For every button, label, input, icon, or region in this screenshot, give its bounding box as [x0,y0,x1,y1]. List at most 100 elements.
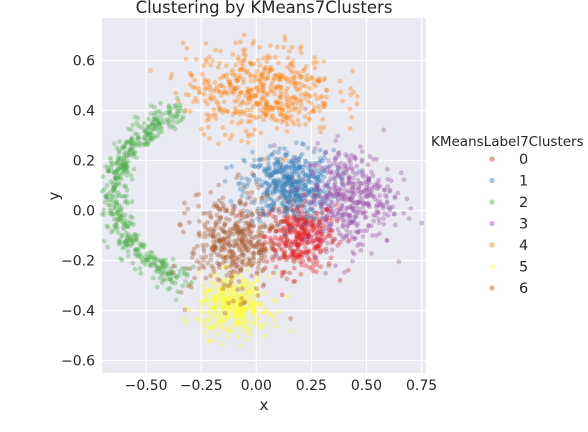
point [276,105,282,111]
point [327,163,333,169]
point [204,59,210,65]
point [275,100,281,105]
point [288,246,294,252]
point [307,162,313,168]
y-tick-label: 0.2 [73,154,95,170]
point [297,81,302,86]
point [296,222,301,228]
point [305,235,311,240]
point [223,302,229,307]
point [363,179,369,184]
point [189,280,195,285]
point [309,206,315,212]
point [256,250,262,256]
point [279,163,285,169]
point [282,249,288,255]
point [223,291,229,297]
point [220,286,225,291]
point [196,317,201,322]
point [252,307,257,313]
point [165,271,171,277]
point [299,192,304,198]
point [295,217,300,223]
point [273,228,279,234]
point [169,271,175,276]
point [155,133,161,139]
point [323,149,329,155]
point [301,177,307,182]
point [243,242,249,248]
point [234,320,239,326]
point [268,207,274,213]
point [206,288,212,293]
point [278,189,283,194]
point [168,113,173,119]
point [211,107,217,113]
point [270,225,276,231]
grid [102,18,426,373]
point [228,230,234,236]
point [247,231,253,236]
point [228,249,234,255]
point [241,231,247,237]
point [299,198,304,204]
point [319,210,325,216]
point [201,265,207,271]
point [211,228,217,234]
point [378,199,383,205]
point [283,240,289,246]
point [240,189,246,195]
point [228,88,234,94]
point [239,304,245,310]
point [182,210,187,216]
point [146,254,152,260]
point [282,182,288,188]
point [225,296,231,302]
point [233,223,239,229]
point [145,142,151,148]
point [237,67,243,73]
point [135,115,141,121]
point [355,200,361,205]
point [214,99,220,104]
point [238,109,244,114]
point [269,208,275,214]
point [352,186,357,192]
point [221,229,226,234]
point [265,192,270,198]
point [110,198,116,204]
point [316,230,321,235]
point [249,229,255,235]
point [223,287,228,292]
point [218,317,223,323]
point [198,298,203,304]
point [328,255,334,261]
point [292,191,298,197]
point [117,241,122,247]
point [279,188,284,193]
point [316,179,322,184]
point [217,107,223,113]
point [296,219,302,225]
point [330,238,336,244]
point [375,209,381,214]
point [244,213,250,219]
point [264,186,270,192]
point [297,106,303,112]
point [127,153,132,158]
point [244,337,250,343]
point [360,170,366,176]
point [136,123,141,129]
point [208,62,214,68]
point [233,271,239,277]
point [304,192,310,198]
point [370,173,376,179]
point [250,87,256,93]
point [279,190,284,196]
point [252,286,258,291]
point [302,226,308,232]
point [112,171,117,177]
point [114,225,120,231]
point [113,183,118,188]
point [163,264,169,270]
